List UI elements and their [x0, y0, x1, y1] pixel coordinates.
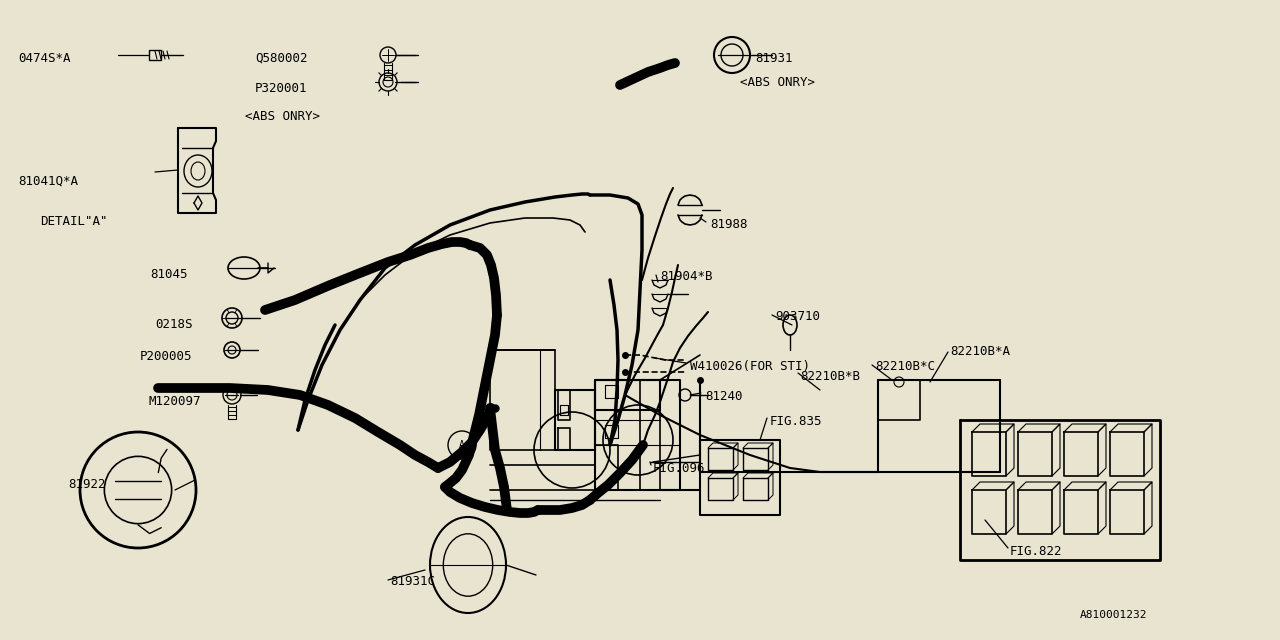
Bar	[148, 50, 161, 60]
Text: FIG.822: FIG.822	[1010, 545, 1062, 558]
Text: DETAIL"A": DETAIL"A"	[40, 215, 108, 228]
Text: 81041Q*A: 81041Q*A	[18, 175, 78, 188]
Text: A810001232: A810001232	[1080, 610, 1147, 620]
Text: FIG.835: FIG.835	[771, 415, 823, 428]
Text: 81988: 81988	[710, 218, 748, 231]
Text: P200005: P200005	[140, 350, 192, 363]
Text: 81931C: 81931C	[390, 575, 435, 588]
Text: W410026(FOR STI): W410026(FOR STI)	[690, 360, 810, 373]
Text: 0218S: 0218S	[155, 318, 192, 331]
Text: 81931: 81931	[755, 52, 792, 65]
Text: 81904*B: 81904*B	[660, 270, 713, 283]
Text: 81922: 81922	[68, 478, 105, 491]
Text: 81240: 81240	[705, 390, 742, 403]
Text: <ABS ONRY>: <ABS ONRY>	[740, 76, 815, 89]
Text: 82210B*C: 82210B*C	[876, 360, 934, 373]
Text: P320001: P320001	[255, 82, 307, 95]
Text: 81045: 81045	[150, 268, 187, 281]
Text: 82210B*A: 82210B*A	[950, 345, 1010, 358]
Text: <ABS ONRY>: <ABS ONRY>	[244, 110, 320, 123]
Text: Q580002: Q580002	[255, 52, 307, 65]
Text: 0474S*A: 0474S*A	[18, 52, 70, 65]
Text: FIG.096: FIG.096	[653, 462, 705, 475]
Text: 82210B*B: 82210B*B	[800, 370, 860, 383]
Text: M120097: M120097	[148, 395, 201, 408]
Text: A: A	[460, 440, 465, 450]
Text: 903710: 903710	[774, 310, 820, 323]
